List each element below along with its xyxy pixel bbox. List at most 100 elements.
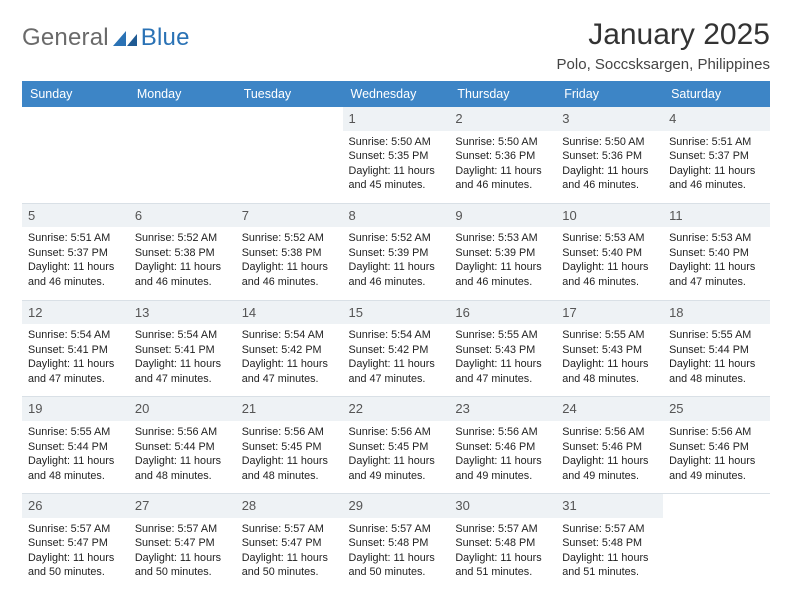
sunrise-text: Sunrise: 5:56 AM — [242, 425, 337, 440]
sunrise-text: Sunrise: 5:54 AM — [28, 328, 123, 343]
calendar-day-cell — [663, 494, 770, 590]
calendar-day-cell: 23Sunrise: 5:56 AMSunset: 5:46 PMDayligh… — [449, 397, 556, 494]
weekday-header: Monday — [129, 81, 236, 107]
sunset-text: Sunset: 5:46 PM — [455, 440, 550, 455]
daylight-text: Daylight: 11 hours and 50 minutes. — [135, 551, 230, 580]
daylight-text: Daylight: 11 hours and 48 minutes. — [562, 357, 657, 386]
sunrise-text: Sunrise: 5:51 AM — [28, 231, 123, 246]
sunset-text: Sunset: 5:47 PM — [135, 536, 230, 551]
sunset-text: Sunset: 5:46 PM — [669, 440, 764, 455]
weekday-header: Sunday — [22, 81, 129, 107]
calendar-day-cell: 6Sunrise: 5:52 AMSunset: 5:38 PMDaylight… — [129, 203, 236, 300]
day-number: 3 — [556, 107, 663, 131]
page-header: General Blue January 2025 Polo, Soccsksa… — [22, 18, 770, 73]
sunset-text: Sunset: 5:39 PM — [455, 246, 550, 261]
sunrise-text: Sunrise: 5:57 AM — [135, 522, 230, 537]
sunrise-text: Sunrise: 5:54 AM — [242, 328, 337, 343]
calendar-day-cell: 20Sunrise: 5:56 AMSunset: 5:44 PMDayligh… — [129, 397, 236, 494]
sunrise-text: Sunrise: 5:52 AM — [135, 231, 230, 246]
brand-word-2: Blue — [141, 24, 190, 52]
daylight-text: Daylight: 11 hours and 48 minutes. — [242, 454, 337, 483]
sunset-text: Sunset: 5:42 PM — [242, 343, 337, 358]
daylight-text: Daylight: 11 hours and 46 minutes. — [669, 164, 764, 193]
sunrise-text: Sunrise: 5:55 AM — [562, 328, 657, 343]
calendar-day-cell: 27 Sunrise: 5:57 AMSunset: 5:47 PMDayligh… — [129, 494, 236, 590]
daylight-text: Daylight: 11 hours and 49 minutes. — [669, 454, 764, 483]
day-number: 1 — [343, 107, 450, 131]
daylight-text: Daylight: 11 hours and 47 minutes. — [242, 357, 337, 386]
calendar-day-cell: 30Sunrise: 5:57 AMSunset: 5:48 PMDayligh… — [449, 494, 556, 590]
calendar-day-cell: 19Sunrise: 5:55 AMSunset: 5:44 PMDayligh… — [22, 397, 129, 494]
title-block: January 2025 Polo, Soccsksargen, Philipp… — [557, 18, 770, 73]
sunset-text: Sunset: 5:47 PM — [28, 536, 123, 551]
daylight-text: Daylight: 11 hours and 47 minutes. — [455, 357, 550, 386]
day-number: 13 — [129, 301, 236, 325]
weekday-header: Friday — [556, 81, 663, 107]
daylight-text: Daylight: 11 hours and 48 minutes. — [28, 454, 123, 483]
day-number: 14 — [236, 301, 343, 325]
calendar-day-cell: 15Sunrise: 5:54 AMSunset: 5:42 PMDayligh… — [343, 300, 450, 397]
calendar-day-cell: 7Sunrise: 5:52 AMSunset: 5:38 PMDaylight… — [236, 203, 343, 300]
daylight-text: Daylight: 11 hours and 50 minutes. — [349, 551, 444, 580]
day-number: 19 — [22, 397, 129, 421]
calendar-head: Sunday Monday Tuesday Wednesday Thursday… — [22, 81, 770, 107]
sunrise-text: Sunrise: 5:57 AM — [242, 522, 337, 537]
calendar-day-cell: 8Sunrise: 5:52 AMSunset: 5:39 PMDaylight… — [343, 203, 450, 300]
daylight-text: Daylight: 11 hours and 46 minutes. — [455, 164, 550, 193]
sunset-text: Sunset: 5:42 PM — [349, 343, 444, 358]
day-number: 21 — [236, 397, 343, 421]
day-number: 18 — [663, 301, 770, 325]
day-number: 25 — [663, 397, 770, 421]
sunrise-text: Sunrise: 5:52 AM — [242, 231, 337, 246]
brand-word-1: General — [22, 24, 109, 52]
sunrise-text: Sunrise: 5:53 AM — [455, 231, 550, 246]
page-subtitle: Polo, Soccsksargen, Philippines — [557, 56, 770, 73]
sunset-text: Sunset: 5:40 PM — [669, 246, 764, 261]
sunrise-text: Sunrise: 5:50 AM — [562, 135, 657, 150]
calendar-day-cell: 18Sunrise: 5:55 AMSunset: 5:44 PMDayligh… — [663, 300, 770, 397]
sunrise-text: Sunrise: 5:57 AM — [349, 522, 444, 537]
sunset-text: Sunset: 5:43 PM — [455, 343, 550, 358]
calendar-day-cell — [236, 107, 343, 203]
calendar-day-cell: 26Sunrise: 5:57 AMSunset: 5:47 PMDayligh… — [22, 494, 129, 590]
sunrise-text: Sunrise: 5:55 AM — [669, 328, 764, 343]
day-number: 27 — [129, 494, 236, 518]
calendar-day-cell — [22, 107, 129, 203]
daylight-text: Daylight: 11 hours and 47 minutes. — [28, 357, 123, 386]
daylight-text: Daylight: 11 hours and 49 minutes. — [562, 454, 657, 483]
sunrise-text: Sunrise: 5:52 AM — [349, 231, 444, 246]
day-number: 28 — [236, 494, 343, 518]
day-number: 7 — [236, 204, 343, 228]
weekday-header: Thursday — [449, 81, 556, 107]
sunrise-text: Sunrise: 5:53 AM — [562, 231, 657, 246]
daylight-text: Daylight: 11 hours and 48 minutes. — [135, 454, 230, 483]
sunset-text: Sunset: 5:48 PM — [562, 536, 657, 551]
sunrise-text: Sunrise: 5:53 AM — [669, 231, 764, 246]
calendar-day-cell: 28Sunrise: 5:57 AMSunset: 5:47 PMDayligh… — [236, 494, 343, 590]
calendar-day-cell: 13Sunrise: 5:54 AMSunset: 5:41 PMDayligh… — [129, 300, 236, 397]
calendar-day-cell: 5Sunrise: 5:51 AMSunset: 5:37 PMDaylight… — [22, 203, 129, 300]
calendar-week-row: 26Sunrise: 5:57 AMSunset: 5:47 PMDayligh… — [22, 494, 770, 590]
daylight-text: Daylight: 11 hours and 51 minutes. — [562, 551, 657, 580]
daylight-text: Daylight: 11 hours and 46 minutes. — [455, 260, 550, 289]
sunset-text: Sunset: 5:37 PM — [28, 246, 123, 261]
calendar-week-row: 12Sunrise: 5:54 AMSunset: 5:41 PMDayligh… — [22, 300, 770, 397]
sunset-text: Sunset: 5:44 PM — [28, 440, 123, 455]
daylight-text: Daylight: 11 hours and 45 minutes. — [349, 164, 444, 193]
sunrise-text: Sunrise: 5:56 AM — [562, 425, 657, 440]
day-number: 9 — [449, 204, 556, 228]
sunset-text: Sunset: 5:48 PM — [349, 536, 444, 551]
calendar-table: Sunday Monday Tuesday Wednesday Thursday… — [22, 81, 770, 590]
daylight-text: Daylight: 11 hours and 50 minutes. — [28, 551, 123, 580]
sunset-text: Sunset: 5:36 PM — [562, 149, 657, 164]
day-number: 6 — [129, 204, 236, 228]
day-number: 22 — [343, 397, 450, 421]
day-number: 12 — [22, 301, 129, 325]
sunset-text: Sunset: 5:43 PM — [562, 343, 657, 358]
calendar-day-cell: 4Sunrise: 5:51 AMSunset: 5:37 PMDaylight… — [663, 107, 770, 203]
calendar-day-cell: 14 Sunrise: 5:54 AMSunset: 5:42 PMDayligh… — [236, 300, 343, 397]
sunrise-text: Sunrise: 5:55 AM — [455, 328, 550, 343]
sunrise-text: Sunrise: 5:57 AM — [455, 522, 550, 537]
daylight-text: Daylight: 11 hours and 47 minutes. — [135, 357, 230, 386]
daylight-text: Daylight: 11 hours and 49 minutes. — [455, 454, 550, 483]
